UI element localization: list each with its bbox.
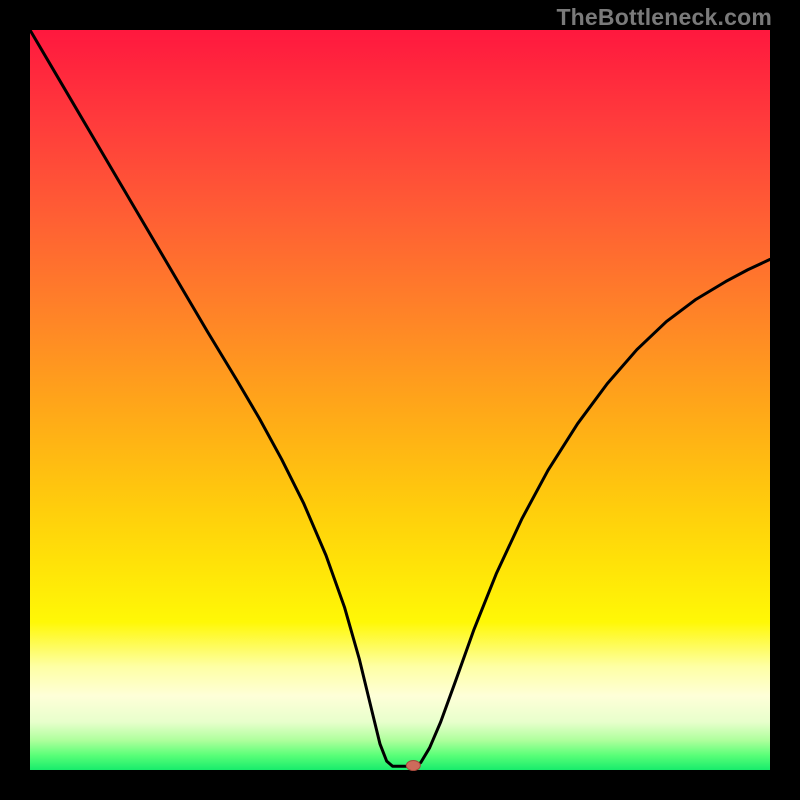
bottleneck-curve xyxy=(30,30,770,766)
curve-layer xyxy=(0,0,800,800)
chart-container: TheBottleneck.com xyxy=(0,0,800,800)
watermark-text: TheBottleneck.com xyxy=(556,4,772,31)
optimum-marker xyxy=(406,761,420,771)
